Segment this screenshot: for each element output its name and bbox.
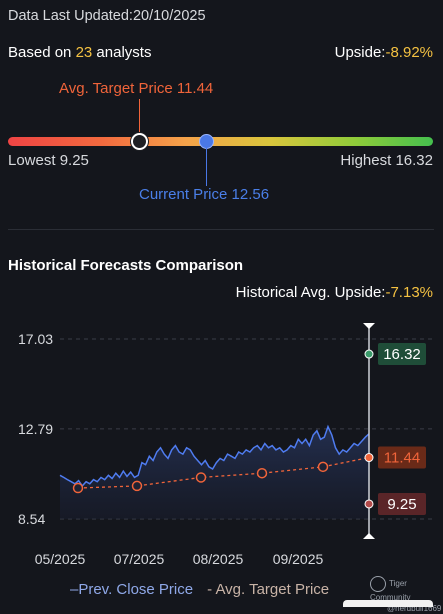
section-divider: [8, 229, 434, 230]
based-prefix: Based on: [8, 44, 76, 61]
y-tick-label-0: 17.03: [18, 331, 53, 347]
final-high-point: [364, 349, 374, 359]
target-price-line: [77, 456, 370, 489]
legend-close-price[interactable]: –Prev. Close Price: [70, 581, 194, 598]
avg-target-stem: [139, 99, 140, 139]
x-tick-label-0: 05/2025: [35, 551, 86, 567]
upside-label: Upside:: [334, 44, 386, 61]
marker-bottom-arrow-icon: [363, 533, 375, 539]
final-low-badge: [378, 492, 426, 515]
highest-label: Highest 16.32: [340, 152, 433, 169]
last-updated-text: Data Last Updated:20/10/2025: [8, 8, 206, 24]
target-price-point-0: [72, 482, 84, 494]
watermark-brand: Tiger Community: [370, 579, 411, 602]
legend-target-label: Avg. Target Price: [215, 581, 330, 598]
x-tick-label-3: 09/2025: [273, 551, 324, 567]
historical-upside-value: -7.13%: [385, 284, 433, 301]
chart-legend: –Prev. Close Price - Avg. Target Price: [70, 581, 329, 598]
final-high-badge: [378, 343, 426, 366]
section-title: Historical Forecasts Comparison: [8, 257, 244, 274]
upside-value: -8.92%: [385, 44, 433, 61]
final-avg-badge: [378, 446, 426, 469]
analyst-count: 23: [75, 44, 93, 61]
watermark: Tiger Community @nerdbull1669: [370, 576, 443, 614]
final-avg-point: [364, 453, 374, 463]
target-price-point-3: [256, 467, 268, 479]
close-price-line: [59, 424, 370, 488]
final-avg-label: 11.44: [384, 450, 420, 467]
final-low-label: 9.25: [387, 496, 416, 513]
current-price-label: Current Price 12.56: [139, 186, 270, 203]
historical-forecast-chart[interactable]: 17.03 12.79 8.54 05/2025 07/2025 08/2025 09/20…: [0, 300, 443, 570]
price-range-bar: [8, 137, 433, 146]
based-suffix: analysts: [92, 44, 152, 61]
target-price-point-2: [195, 472, 207, 483]
y-tick-label-2: 8.54: [18, 511, 45, 527]
historical-upside-label: Historical Avg. Upside:: [235, 284, 386, 301]
x-tick-label-1: 07/2025: [114, 551, 165, 567]
historical-upside-text: Historical Avg. Upside:-7.13%: [236, 284, 433, 301]
target-price-point-1: [131, 480, 143, 492]
current-price-marker: [199, 134, 214, 149]
avg-target-label: Avg. Target Price 11.44: [59, 80, 214, 97]
marker-top-arrow-icon: [363, 323, 375, 329]
tiger-logo-icon: [370, 576, 386, 592]
legend-target-price[interactable]: - Avg. Target Price: [207, 581, 330, 598]
final-low-point: [364, 499, 374, 509]
legend-close-label: Prev. Close Price: [78, 581, 194, 598]
close-price-area: [60, 426, 369, 519]
y-tick-label-1: 12.79: [18, 421, 53, 437]
avg-target-marker: [131, 133, 148, 150]
x-tick-label-2: 08/2025: [193, 551, 244, 567]
target-price-point-4: [317, 461, 329, 473]
bottom-tab-edge: [343, 600, 433, 607]
current-price-stem: [206, 148, 207, 186]
upside-text: Upside:-8.92%: [335, 44, 433, 61]
final-high-label: 16.32: [383, 346, 421, 363]
lowest-label: Lowest 9.25: [8, 152, 89, 169]
analyst-count-text: Based on 23 analysts: [8, 44, 151, 61]
